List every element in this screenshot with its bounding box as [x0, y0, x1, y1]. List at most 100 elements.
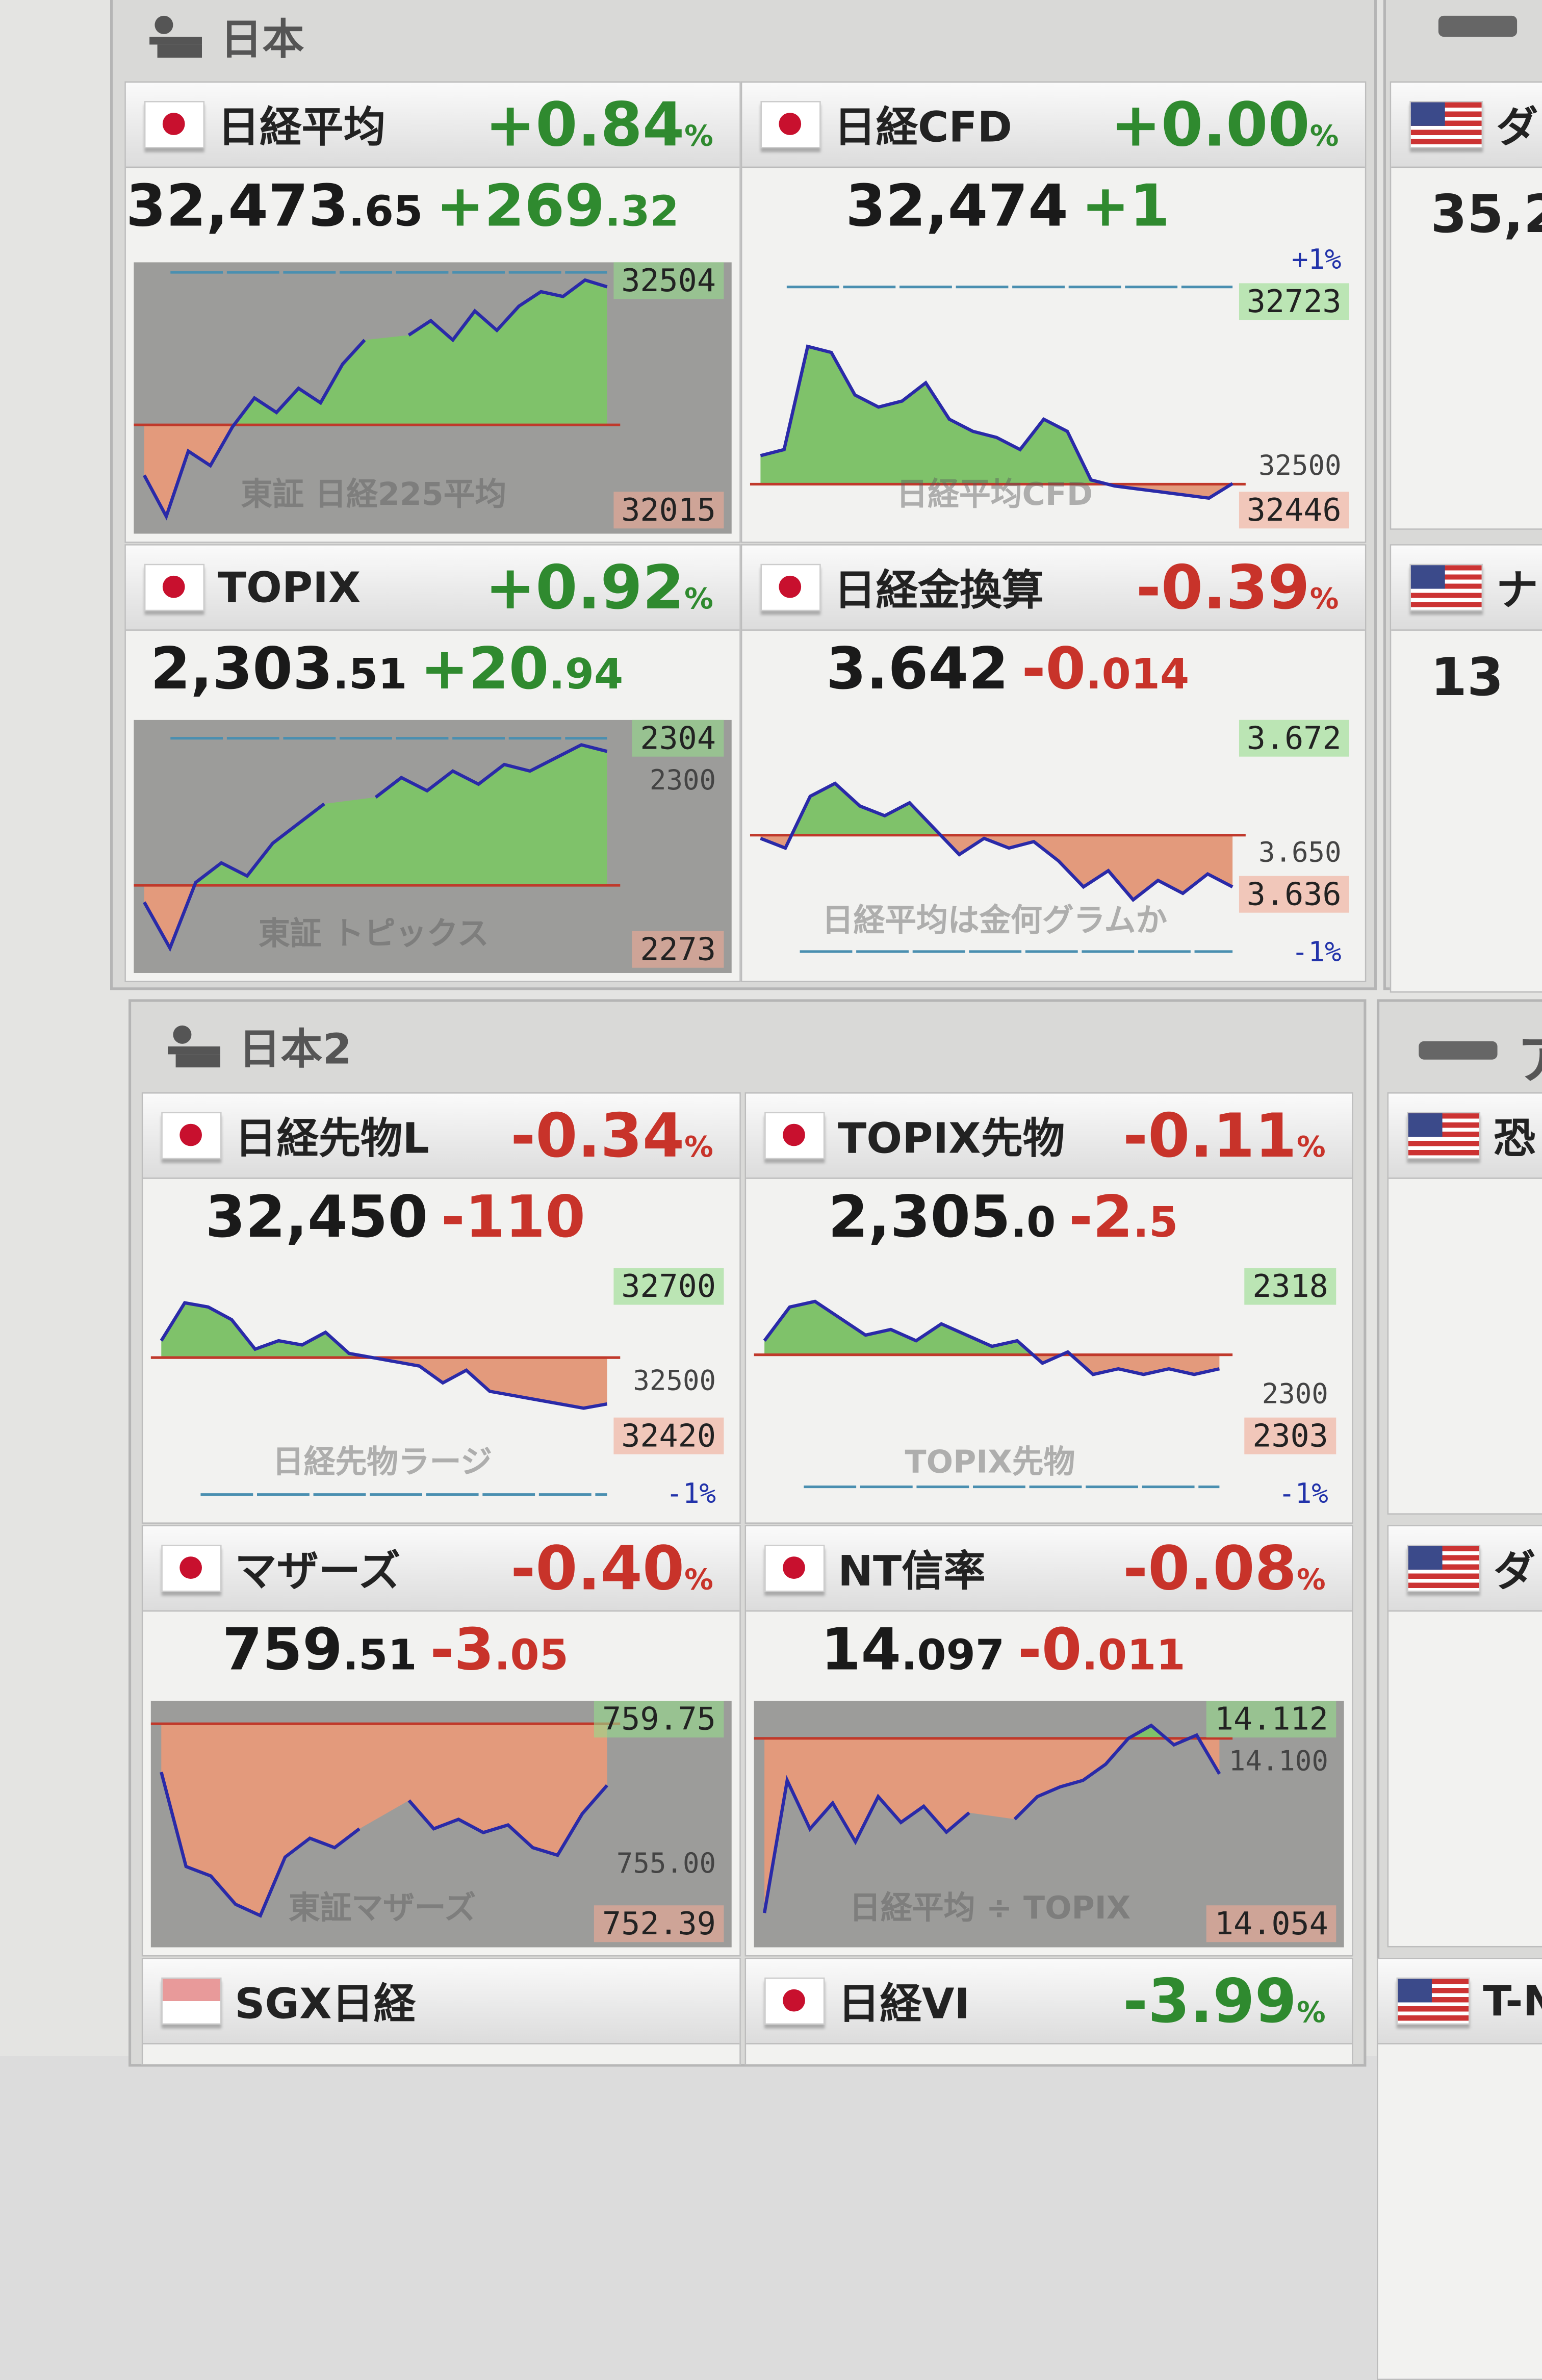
ticker-title-bar[interactable]: 恐 [1389, 1093, 1542, 1179]
chart-svg [750, 286, 1246, 500]
high-label: 2304 [632, 720, 724, 757]
ticker-title-bar[interactable]: 日経VI -3.99% [746, 1959, 1352, 2044]
japan-flag-icon [161, 1112, 222, 1160]
ticker-title-bar[interactable]: TOPIX先物 -0.11% [746, 1093, 1352, 1179]
chart-svg [754, 1701, 1344, 1948]
japan-flag-icon [760, 100, 821, 148]
price-change: +20.94 [420, 636, 624, 703]
ticker-card[interactable]: 日経先物L -0.34% 32,450 -110 32700 32500 -1% 324… [141, 1092, 741, 1524]
change-percent: -0.40% [510, 1532, 713, 1604]
ticker-card[interactable]: TOPIX先物 -0.11% 2,305.0 -2.5 2318 2300 -1% 23… [744, 1092, 1353, 1524]
chart-watermark: 東証マザーズ [288, 1889, 476, 1927]
intraday-chart: +1% 32723 32500 32446 日経平均CFD [750, 244, 1357, 533]
ticker-card[interactable]: NT信率 -0.08% 14.097 -0.011 14.112 14.100 14.… [744, 1525, 1353, 1957]
ticker-title-bar[interactable]: ナ [1391, 545, 1542, 631]
change-percent: -0.11% [1123, 1100, 1326, 1171]
ticker-card[interactable]: 日経平均 +0.84% 32,473.65 +269.32 32504 32015 東… [124, 81, 741, 543]
price-quote: 14.097 -0.011 [746, 1617, 1260, 1684]
low-label: 2303 [1244, 1417, 1337, 1454]
ticker-card[interactable]: T-N [1376, 1958, 1542, 2380]
intraday-chart: 32504 32015 東証 日経225平均 [134, 262, 732, 534]
ticker-title-bar[interactable]: SGX日経 [143, 1959, 740, 2044]
ticker-card[interactable]: 日経CFD +0.00% 32,474 +1 +1% 32723 32500 32446… [740, 81, 1367, 543]
ticker-card[interactable]: ダ 35,2 [1390, 81, 1542, 530]
price-line [160, 1772, 361, 1918]
high-label: 759.75 [594, 1701, 724, 1738]
singapore-flag-icon [161, 1977, 222, 2025]
us-flag-icon [1409, 564, 1483, 611]
area-fill-down [161, 1358, 607, 1409]
ticker-title-bar[interactable]: TOPIX +0.92% [125, 545, 740, 631]
intraday-chart: 32700 32500 -1% 32420 日経先物ラージ [150, 1268, 732, 1515]
high-label: 2318 [1244, 1268, 1337, 1305]
japan-flag-icon [760, 564, 821, 611]
ticker-card[interactable]: 日経金換算 -0.39% 3.642 -0.014 3.672 3.650 -1% 3.… [740, 544, 1367, 982]
area-fill-down [764, 1738, 1220, 1913]
ticker-card[interactable]: マザーズ -0.40% 759.51 -3.05 759.75 755.00 752.… [141, 1525, 741, 1957]
ticker-card[interactable]: SGX日経 [141, 1958, 741, 2065]
ticker-card[interactable]: 恐 [1387, 1092, 1542, 1515]
us-flag-icon [1419, 1041, 1498, 1060]
chart-watermark: 東証 日経225平均 [241, 476, 507, 513]
ticker-body: 2,303.51 +20.94 2304 2300 2273 東証 トピックス [126, 631, 739, 981]
ticker-name: 日経CFD [834, 102, 1012, 152]
change-percent: +0.92% [485, 552, 713, 623]
high-label: 3.672 [1239, 720, 1349, 757]
price-line [407, 278, 608, 343]
ticker-card[interactable]: ナ 13 [1390, 544, 1542, 993]
change-percent: -0.08% [1123, 1532, 1326, 1604]
intraday-chart: 2304 2300 2273 東証 トピックス [134, 720, 732, 973]
section-header[interactable]: 日本 [149, 8, 304, 65]
section-title: 日本2 [238, 1024, 352, 1074]
chart-svg [150, 1301, 621, 1496]
price-line [760, 344, 1233, 500]
price: 2,303.51 [150, 636, 407, 703]
area-fill-down [760, 835, 1233, 900]
minus-1pct-label: -1% [1291, 936, 1342, 968]
area-fill-up [144, 280, 607, 425]
area-fill-down [161, 1724, 607, 1916]
price-quote: 3.642 -0.014 [742, 636, 1273, 703]
ticker-title-bar[interactable]: ダ [1391, 82, 1542, 168]
ticker-name: NT信率 [838, 1546, 986, 1596]
price-quote: 2,303.51 +20.94 [126, 636, 648, 703]
section-header[interactable]: 日本2 [168, 1017, 352, 1075]
ticker-card[interactable]: 日経VI -3.99% [744, 1958, 1353, 2065]
change-percent: +0.00% [1110, 89, 1339, 160]
mid-label: 32500 [633, 1364, 716, 1396]
ticker-card[interactable]: ダ [1387, 1525, 1542, 1948]
intraday-chart: 14.112 14.100 14.054 日経平均 ÷ TOPIX [754, 1701, 1344, 1948]
change-percent: -0.39% [1136, 552, 1339, 623]
us-flag-icon [1438, 15, 1518, 37]
area-fill-up [760, 346, 1233, 484]
price-change: -3.05 [430, 1617, 569, 1684]
ticker-body: 2,305.0 -2.5 2318 2300 -1% 2303 TOPIX先物 [746, 1179, 1352, 1523]
chart-watermark: 日経平均は金何グラムか [821, 902, 1167, 939]
ticker-title-bar[interactable]: 日経先物L -0.34% [143, 1093, 740, 1179]
us-flag-icon [1407, 1112, 1481, 1160]
ticker-body: 3.642 -0.014 3.672 3.650 -1% 3.636 日経平均は金何グラム… [742, 631, 1365, 981]
area-fill-up [764, 1301, 1220, 1355]
ticker-name: マザーズ [235, 1546, 401, 1596]
ticker-title-bar[interactable]: 日経平均 +0.84% [125, 82, 740, 168]
section-title: 日本 [220, 14, 304, 64]
ticker-name: ナ [1496, 565, 1538, 615]
area-fill-up [144, 745, 607, 886]
ticker-title-bar[interactable]: 日経金換算 -0.39% [742, 545, 1365, 631]
ticker-title-bar[interactable]: NT信率 -0.08% [746, 1526, 1352, 1612]
ticker-title-bar[interactable]: ダ [1389, 1526, 1542, 1612]
ticker-name: SGX日経 [235, 1979, 416, 2029]
ticker-name: T-N [1483, 1976, 1542, 2026]
ticker-title-bar[interactable]: T-N [1378, 1959, 1542, 2044]
intraday-chart: 2318 2300 -1% 2303 TOPIX先物 [754, 1268, 1344, 1515]
plus-1pct-label: +1% [1291, 244, 1342, 275]
mid-label: 14.100 [1228, 1746, 1328, 1778]
mid-label: 3.650 [1258, 836, 1342, 868]
ticker-card[interactable]: TOPIX +0.92% 2,303.51 +20.94 2304 2300 2273… [124, 544, 741, 982]
chart-watermark: TOPIX先物 [905, 1444, 1075, 1481]
ticker-title-bar[interactable]: マザーズ -0.40% [143, 1526, 740, 1612]
price: 2,305.0 [828, 1184, 1056, 1251]
ticker-title-bar[interactable]: 日経CFD +0.00% [742, 82, 1365, 168]
high-label: 32504 [613, 262, 724, 299]
japan-flag-icon [161, 1545, 222, 1592]
